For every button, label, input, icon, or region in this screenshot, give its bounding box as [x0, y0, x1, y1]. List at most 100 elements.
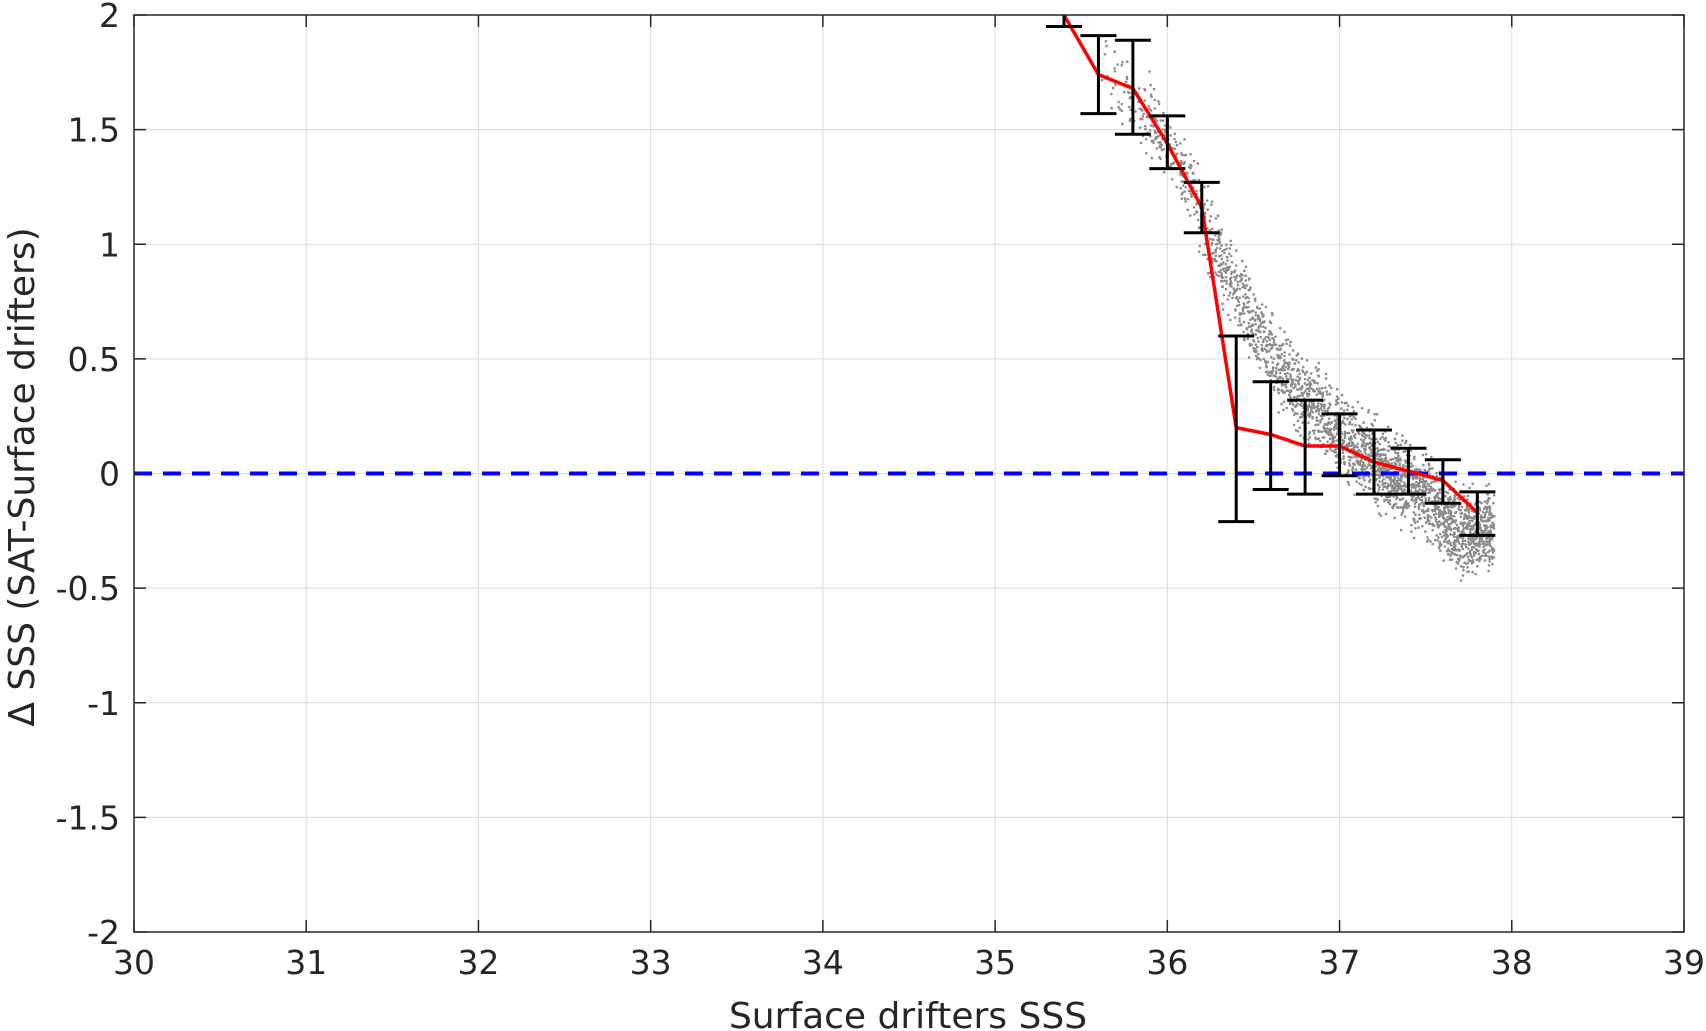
scatter-point — [1227, 313, 1230, 317]
scatter-point — [1161, 128, 1164, 131]
scatter-point — [1469, 554, 1473, 557]
scatter-point — [1274, 375, 1278, 378]
scatter-point — [1387, 484, 1390, 488]
scatter-point — [1153, 98, 1156, 102]
scatter-point — [1169, 126, 1172, 129]
scatter-point — [1334, 425, 1338, 428]
scatter-point — [1269, 321, 1273, 325]
scatter-point — [1228, 291, 1232, 295]
scatter-point — [1403, 488, 1406, 492]
scatter-point — [1334, 450, 1337, 454]
scatter-point — [1221, 285, 1224, 289]
scatter-point — [1288, 361, 1291, 365]
scatter-point — [1488, 560, 1491, 563]
scatter-point — [1401, 509, 1405, 512]
scatter-point — [1370, 422, 1373, 426]
scatter-point — [1389, 458, 1393, 461]
scatter-point — [1388, 499, 1391, 502]
scatter-point — [1353, 436, 1357, 440]
scatter-point — [1447, 542, 1450, 545]
scatter-point — [1438, 520, 1441, 523]
scatter-point — [1363, 434, 1366, 438]
scatter-point — [1371, 424, 1375, 428]
scatter-point — [1477, 552, 1481, 556]
scatter-point — [1141, 109, 1144, 112]
scatter-point — [1283, 391, 1287, 394]
scatter-point — [1336, 397, 1340, 401]
scatter-point — [1364, 485, 1367, 489]
scatter-point — [1326, 440, 1329, 444]
scatter-point — [1210, 241, 1214, 245]
scatter-point — [1449, 544, 1453, 547]
scatter-point — [1148, 70, 1151, 73]
scatter-point — [1461, 542, 1465, 545]
scatter-point — [1445, 549, 1449, 553]
scatter-point — [1472, 523, 1476, 527]
scatter-point — [1220, 228, 1223, 231]
scatter-point — [1386, 501, 1390, 504]
scatter-point — [1400, 513, 1403, 516]
scatter-point — [1378, 480, 1381, 483]
scatter-point — [1427, 462, 1431, 466]
scatter-point — [1480, 501, 1483, 505]
scatter-point — [1285, 342, 1288, 346]
scatter-point — [1410, 523, 1413, 527]
scatter-point — [1401, 434, 1404, 437]
scatter-point — [1270, 333, 1274, 336]
scatter-point — [1219, 268, 1223, 272]
scatter-point — [1197, 250, 1201, 253]
scatter-point — [1186, 208, 1189, 212]
scatter-point — [1305, 370, 1309, 374]
scatter-point — [1203, 185, 1206, 189]
scatter-point — [1448, 515, 1451, 518]
scatter-point — [1468, 549, 1472, 553]
scatter-point — [1223, 269, 1226, 273]
scatter-point — [1223, 248, 1226, 252]
scatter-point — [1190, 195, 1193, 198]
scatter-point — [1427, 496, 1431, 500]
scatter-point — [1480, 514, 1483, 517]
scatter-point — [1478, 559, 1481, 563]
scatter-point — [1313, 406, 1316, 410]
scatter-point — [1180, 152, 1183, 155]
scatter-point — [1368, 446, 1371, 450]
scatter-point — [1342, 421, 1345, 425]
scatter-point — [1445, 533, 1449, 536]
scatter-point — [1465, 516, 1469, 519]
scatter-point — [1451, 552, 1455, 555]
scatter-point — [1298, 372, 1301, 376]
scatter-point — [1390, 462, 1394, 465]
scatter-point — [1313, 389, 1317, 393]
scatter-point — [1259, 335, 1263, 339]
scatter-point — [1414, 489, 1418, 492]
scatter-point — [1219, 233, 1222, 236]
scatter-point — [1306, 407, 1310, 410]
scatter-point — [1336, 402, 1340, 405]
scatter-point — [1256, 336, 1260, 340]
scatter-point — [1289, 389, 1293, 392]
scatter-point — [1309, 405, 1313, 409]
scatter-point — [1404, 503, 1408, 507]
scatter-point — [1179, 142, 1182, 145]
scatter-point — [1155, 119, 1159, 123]
scatter-point — [1437, 488, 1441, 491]
x-tick-label: 34 — [802, 943, 844, 982]
scatter-point — [1257, 352, 1260, 356]
scatter-point — [1362, 438, 1366, 442]
scatter-point — [1247, 278, 1251, 281]
scatter-point — [1240, 278, 1243, 281]
scatter-point — [1240, 312, 1244, 315]
scatter-point — [1383, 482, 1386, 485]
scatter-point — [1220, 244, 1223, 247]
scatter-point — [1301, 410, 1305, 414]
scatter-point — [1444, 529, 1448, 533]
scatter-point — [1456, 529, 1460, 533]
scatter-point — [1402, 490, 1405, 494]
scatter-point — [1382, 485, 1386, 489]
scatter-point — [1417, 526, 1420, 529]
scatter-point — [1377, 473, 1380, 477]
scatter-point — [1169, 165, 1172, 168]
scatter-point — [1470, 548, 1474, 552]
scatter-point — [1330, 421, 1334, 424]
scatter-point — [1448, 549, 1451, 553]
